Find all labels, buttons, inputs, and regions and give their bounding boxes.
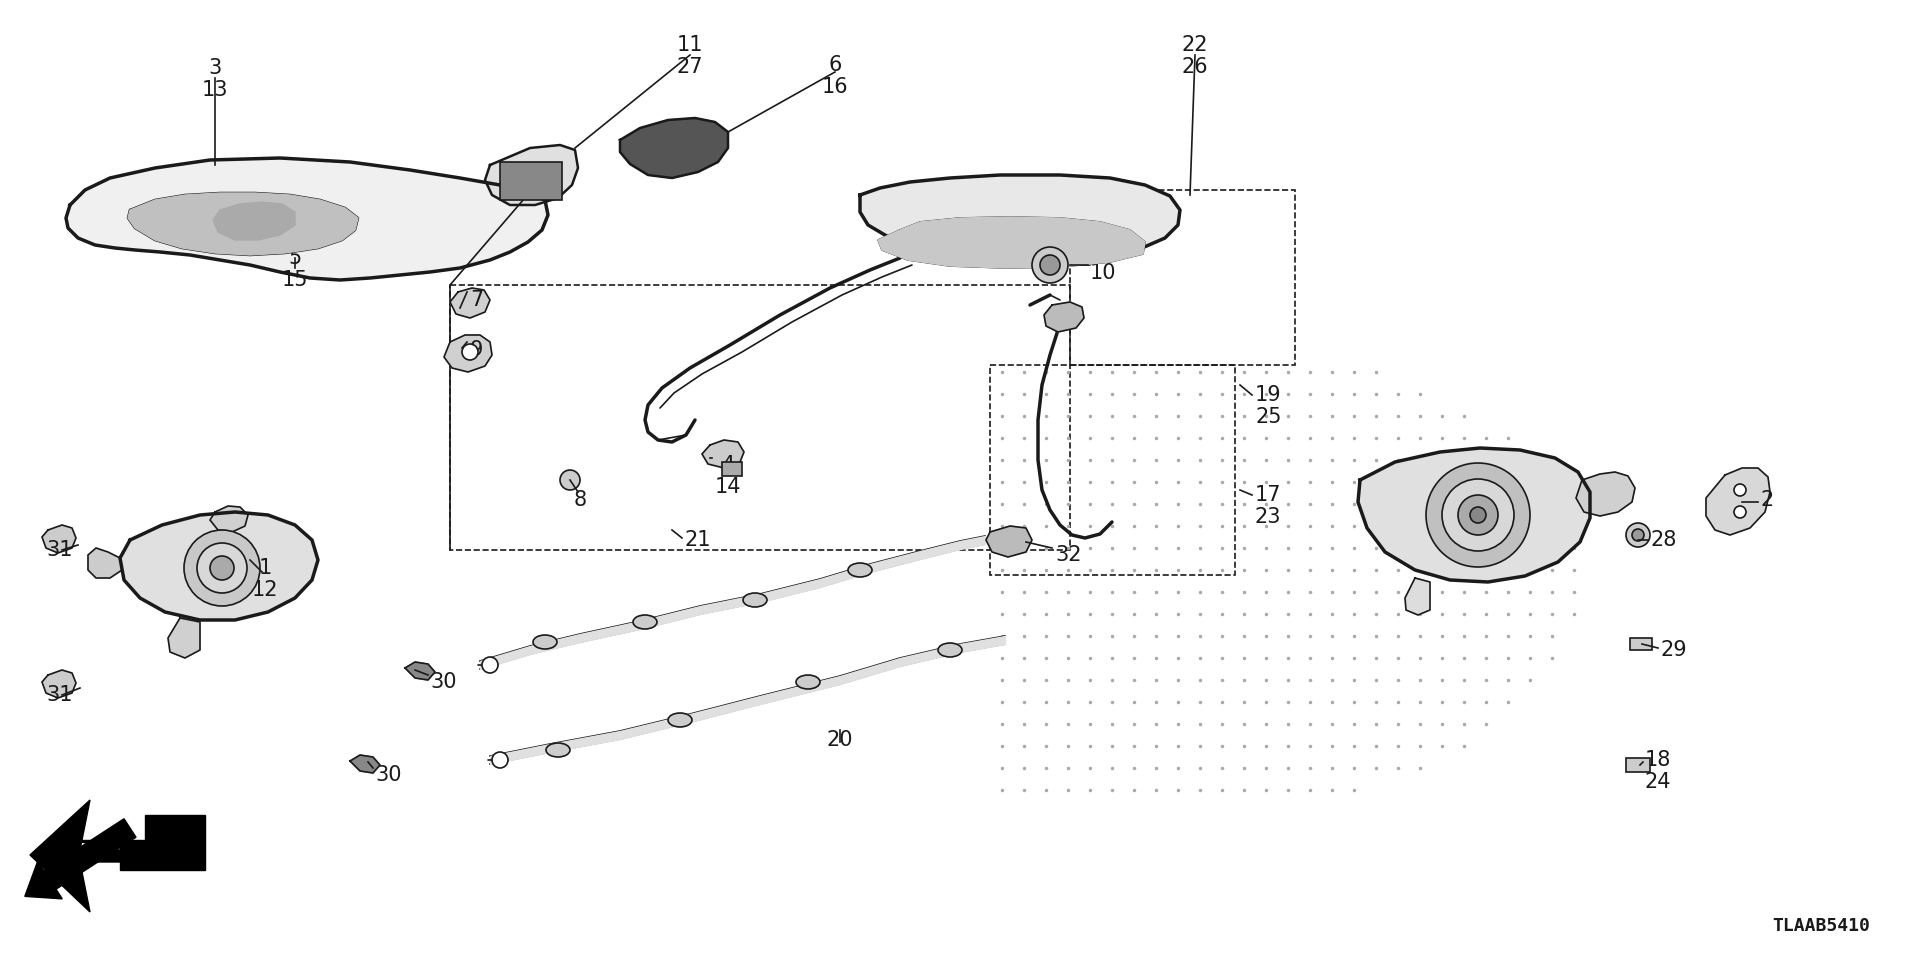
Polygon shape — [1576, 472, 1636, 516]
Polygon shape — [1044, 302, 1085, 332]
Circle shape — [1041, 255, 1060, 275]
Circle shape — [1033, 247, 1068, 283]
Ellipse shape — [634, 615, 657, 629]
Circle shape — [1457, 495, 1498, 535]
Text: 2: 2 — [1761, 490, 1774, 510]
Circle shape — [1471, 507, 1486, 523]
Circle shape — [1734, 506, 1745, 518]
Text: 29: 29 — [1661, 640, 1686, 660]
Polygon shape — [444, 335, 492, 372]
Text: 10: 10 — [1091, 263, 1117, 283]
Circle shape — [1442, 479, 1515, 551]
Polygon shape — [1357, 448, 1590, 582]
Bar — [1626, 758, 1649, 772]
Text: 1
12: 1 12 — [252, 558, 278, 600]
FancyArrow shape — [25, 819, 136, 899]
Ellipse shape — [668, 713, 691, 727]
Circle shape — [1626, 523, 1649, 547]
Polygon shape — [42, 525, 77, 553]
Text: 4
14: 4 14 — [714, 455, 741, 497]
Text: 3
13: 3 13 — [202, 58, 228, 101]
Text: 6
16: 6 16 — [822, 55, 849, 97]
Text: 21: 21 — [685, 530, 712, 550]
Polygon shape — [119, 512, 319, 620]
Bar — [722, 462, 741, 476]
Polygon shape — [449, 288, 490, 318]
Text: 9: 9 — [470, 340, 484, 360]
Circle shape — [482, 657, 497, 673]
Ellipse shape — [849, 563, 872, 577]
Ellipse shape — [939, 643, 962, 657]
Text: 11
27: 11 27 — [676, 35, 703, 78]
Circle shape — [463, 344, 478, 360]
Polygon shape — [209, 506, 248, 532]
Bar — [1630, 638, 1651, 650]
Polygon shape — [349, 755, 380, 773]
Polygon shape — [42, 670, 77, 698]
Text: 22
26: 22 26 — [1181, 35, 1208, 78]
Text: 30: 30 — [374, 765, 401, 785]
Polygon shape — [213, 202, 296, 240]
Polygon shape — [31, 800, 140, 912]
Text: 30: 30 — [430, 672, 457, 692]
Polygon shape — [703, 440, 745, 468]
Ellipse shape — [545, 743, 570, 757]
Text: 32: 32 — [1054, 545, 1081, 565]
Circle shape — [1632, 529, 1644, 541]
Text: FR.: FR. — [148, 848, 188, 868]
Text: 5
15: 5 15 — [282, 248, 309, 290]
Text: TLAAB5410: TLAAB5410 — [1772, 917, 1870, 935]
Polygon shape — [129, 193, 357, 255]
Polygon shape — [169, 618, 200, 658]
Text: 20: 20 — [828, 730, 852, 750]
Circle shape — [1734, 484, 1745, 496]
Polygon shape — [877, 217, 1144, 268]
Circle shape — [561, 470, 580, 490]
Ellipse shape — [534, 635, 557, 649]
Text: 7: 7 — [470, 290, 484, 310]
Polygon shape — [88, 548, 123, 578]
Text: 28: 28 — [1649, 530, 1676, 550]
Text: 17
23: 17 23 — [1256, 485, 1281, 527]
Polygon shape — [1707, 468, 1770, 535]
Text: 31: 31 — [46, 685, 73, 705]
Polygon shape — [60, 815, 205, 870]
Text: 18
24: 18 24 — [1645, 750, 1672, 792]
Polygon shape — [486, 145, 578, 205]
Text: 19
25: 19 25 — [1256, 385, 1283, 427]
Polygon shape — [860, 175, 1181, 258]
Text: 31: 31 — [46, 540, 73, 560]
Ellipse shape — [743, 593, 766, 607]
Polygon shape — [987, 526, 1033, 557]
Polygon shape — [65, 158, 547, 280]
Text: 8: 8 — [574, 490, 588, 510]
Ellipse shape — [797, 675, 820, 689]
Circle shape — [184, 530, 259, 606]
Polygon shape — [1405, 578, 1430, 615]
Bar — [1069, 190, 1294, 365]
Circle shape — [209, 556, 234, 580]
Circle shape — [198, 543, 248, 593]
Bar — [499, 162, 563, 200]
Bar — [991, 365, 1235, 575]
Polygon shape — [405, 662, 436, 680]
Circle shape — [492, 752, 509, 768]
Polygon shape — [620, 118, 728, 178]
Bar — [449, 285, 1069, 550]
Circle shape — [1427, 463, 1530, 567]
